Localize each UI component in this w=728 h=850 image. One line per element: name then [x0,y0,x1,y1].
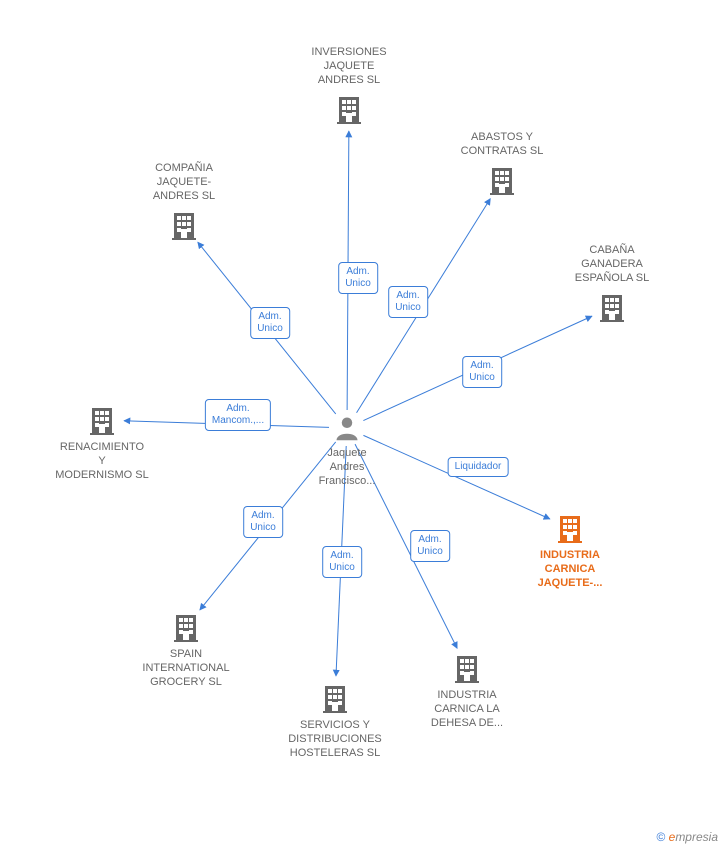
center-node-label: Jaquete Andres Francisco... [287,446,407,488]
node-label: INDUSTRIA CARNICA JAQUETE-... [510,548,630,590]
edge-label: Adm. Unico [322,546,362,578]
edge-label: Adm. Unico [410,530,450,562]
node-label: COMPAÑIA JAQUETE- ANDRES SL [124,161,244,203]
building-icon[interactable] [451,652,483,684]
edge-label: Adm. Mancom.,... [205,399,271,431]
edge-label: Adm. Unico [462,356,502,388]
person-icon[interactable] [333,414,361,442]
edge-label: Adm. Unico [243,506,283,538]
copyright: © empresia [656,830,718,844]
building-icon[interactable] [319,682,351,714]
building-icon[interactable] [554,512,586,544]
copyright-symbol: © [656,830,665,844]
node-label: INDUSTRIA CARNICA LA DEHESA DE... [407,688,527,730]
node-label: ABASTOS Y CONTRATAS SL [442,130,562,158]
node-label: RENACIMIENTO Y MODERNISMO SL [42,440,162,482]
building-icon[interactable] [86,404,118,436]
node-label: INVERSIONES JAQUETE ANDRES SL [289,45,409,87]
edge-label: Adm. Unico [250,307,290,339]
edge-label: Adm. Unico [388,286,428,318]
building-icon[interactable] [168,209,200,241]
node-label: SERVICIOS Y DISTRIBUCIONES HOSTELERAS SL [275,718,395,760]
building-icon[interactable] [486,164,518,196]
brand-rest: mpresia [675,830,718,844]
node-label: SPAIN INTERNATIONAL GROCERY SL [126,647,246,689]
edge-label: Liquidador [448,457,509,477]
building-icon[interactable] [333,93,365,125]
building-icon[interactable] [170,611,202,643]
node-label: CABAÑA GANADERA ESPAÑOLA SL [552,243,672,285]
edge-label: Adm. Unico [338,262,378,294]
building-icon[interactable] [596,291,628,323]
